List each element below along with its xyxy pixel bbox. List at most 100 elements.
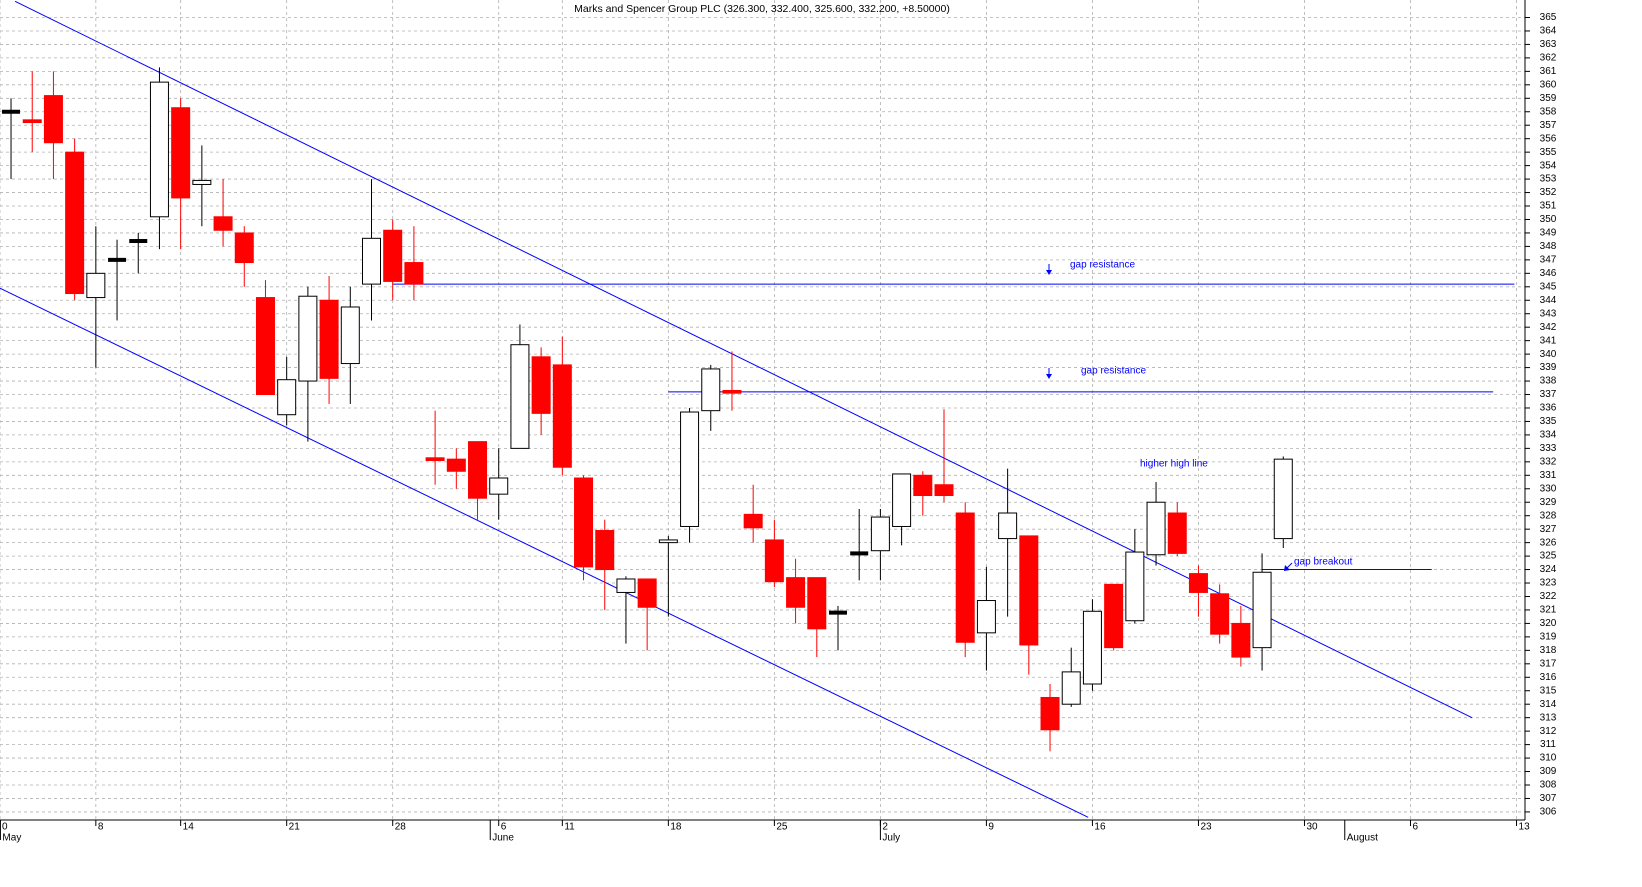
candles (2, 67, 1293, 752)
y-tick-label: 348 (1540, 241, 1557, 252)
candle-body (1210, 593, 1230, 635)
y-tick-label: 344 (1540, 295, 1557, 306)
x-tick-label: 2 (882, 822, 888, 833)
y-tick-label: 318 (1540, 645, 1557, 656)
y-tick-label: 333 (1540, 443, 1557, 454)
y-tick-label: 316 (1540, 672, 1557, 683)
candle-body (108, 257, 127, 262)
y-tick-label: 330 (1540, 483, 1557, 494)
y-tick-label: 343 (1540, 308, 1557, 319)
candle-body (870, 516, 890, 552)
candle-body (637, 578, 657, 608)
candle-body (1040, 696, 1060, 731)
y-tick-label: 329 (1540, 497, 1557, 508)
x-tick-label: 6 (1412, 822, 1418, 833)
y-tick-label: 363 (1540, 39, 1557, 50)
month-label: July (882, 833, 900, 844)
candle-body (1188, 573, 1208, 593)
candle-body (361, 237, 381, 285)
candle-body (616, 578, 636, 593)
y-tick-label: 361 (1540, 66, 1557, 77)
annotation: gap resistance (1081, 366, 1146, 377)
y-tick-label: 320 (1540, 618, 1557, 629)
y-tick-label: 364 (1540, 26, 1557, 37)
y-tick-label: 327 (1540, 524, 1557, 535)
candle-body (298, 295, 318, 382)
y-tick-label: 323 (1540, 578, 1557, 589)
y-tick-label: 328 (1540, 510, 1557, 521)
x-tick-label: 11 (564, 822, 575, 833)
candle-body (129, 239, 148, 244)
y-tick-label: 350 (1540, 214, 1557, 225)
candle-body (722, 389, 742, 394)
candle-body (680, 411, 700, 527)
y-tick-label: 311 (1540, 739, 1556, 750)
month-label: May (2, 833, 21, 844)
y-tick-label: 322 (1540, 591, 1557, 602)
y-tick-label: 341 (1540, 335, 1557, 346)
x-tick-label: 8 (98, 822, 104, 833)
x-tick-label: 28 (395, 822, 407, 833)
candle-body (658, 539, 678, 544)
y-tick-label: 352 (1540, 187, 1557, 198)
candle-body (22, 119, 42, 124)
x-tick-label: 25 (776, 822, 788, 833)
y-tick-label: 309 (1540, 766, 1557, 777)
y-tick-label: 337 (1540, 389, 1557, 400)
candle-body (255, 297, 275, 396)
candle-body (171, 107, 191, 199)
candle-body (319, 299, 339, 379)
x-tick-label: 16 (1094, 822, 1106, 833)
candle-body (1146, 501, 1166, 556)
candle-body (425, 457, 445, 461)
x-tick-label: 9 (988, 822, 994, 833)
trend-line (14, 0, 1473, 719)
x-tick-label: 13 (1519, 822, 1531, 833)
y-tick-label: 339 (1540, 362, 1557, 373)
candle-body (2, 109, 21, 114)
y-tick-label: 315 (1540, 685, 1557, 696)
y-tick-label: 325 (1540, 551, 1557, 562)
candle-body (934, 484, 954, 497)
annotation: higher high line (1140, 459, 1208, 470)
month-label: August (1347, 833, 1378, 844)
chart-title: Marks and Spencer Group PLC (326.300, 33… (574, 3, 950, 15)
arrows (1046, 264, 1293, 571)
y-tick-label: 336 (1540, 403, 1557, 414)
candle-body (213, 216, 233, 231)
x-tick-label: 14 (183, 822, 195, 833)
y-tick-label: 354 (1540, 160, 1557, 171)
y-tick-label: 355 (1540, 147, 1557, 158)
candle-body (383, 229, 403, 282)
y-tick-label: 335 (1540, 416, 1557, 427)
candle-body (743, 513, 763, 529)
y-tick-label: 331 (1540, 470, 1557, 481)
y-tick-label: 312 (1540, 726, 1557, 737)
y-tick-label: 306 (1540, 807, 1557, 818)
axes: 3063073083093103113123133143153163173183… (0, 0, 1557, 844)
y-tick-label: 317 (1540, 658, 1557, 669)
y-tick-label: 347 (1540, 255, 1557, 266)
candle-body (65, 151, 85, 295)
candle-body (1082, 610, 1102, 685)
candle-body (340, 306, 360, 365)
arrow-head (1284, 565, 1290, 571)
y-tick-label: 359 (1540, 93, 1557, 104)
x-tick-label: 30 (1306, 822, 1318, 833)
annotation: gap resistance (1070, 260, 1135, 271)
candle-body (1125, 551, 1145, 622)
arrow-head (1046, 374, 1052, 379)
candle-body (786, 577, 806, 608)
candle-body (1252, 571, 1272, 649)
candle-body (701, 368, 721, 412)
y-tick-label: 342 (1540, 322, 1557, 333)
candle-body (913, 474, 933, 497)
y-tick-label: 349 (1540, 228, 1557, 239)
candle-body (595, 530, 615, 571)
candle-body (404, 262, 424, 285)
candle-body (43, 95, 63, 144)
y-tick-label: 310 (1540, 753, 1557, 764)
y-tick-label: 356 (1540, 133, 1557, 144)
